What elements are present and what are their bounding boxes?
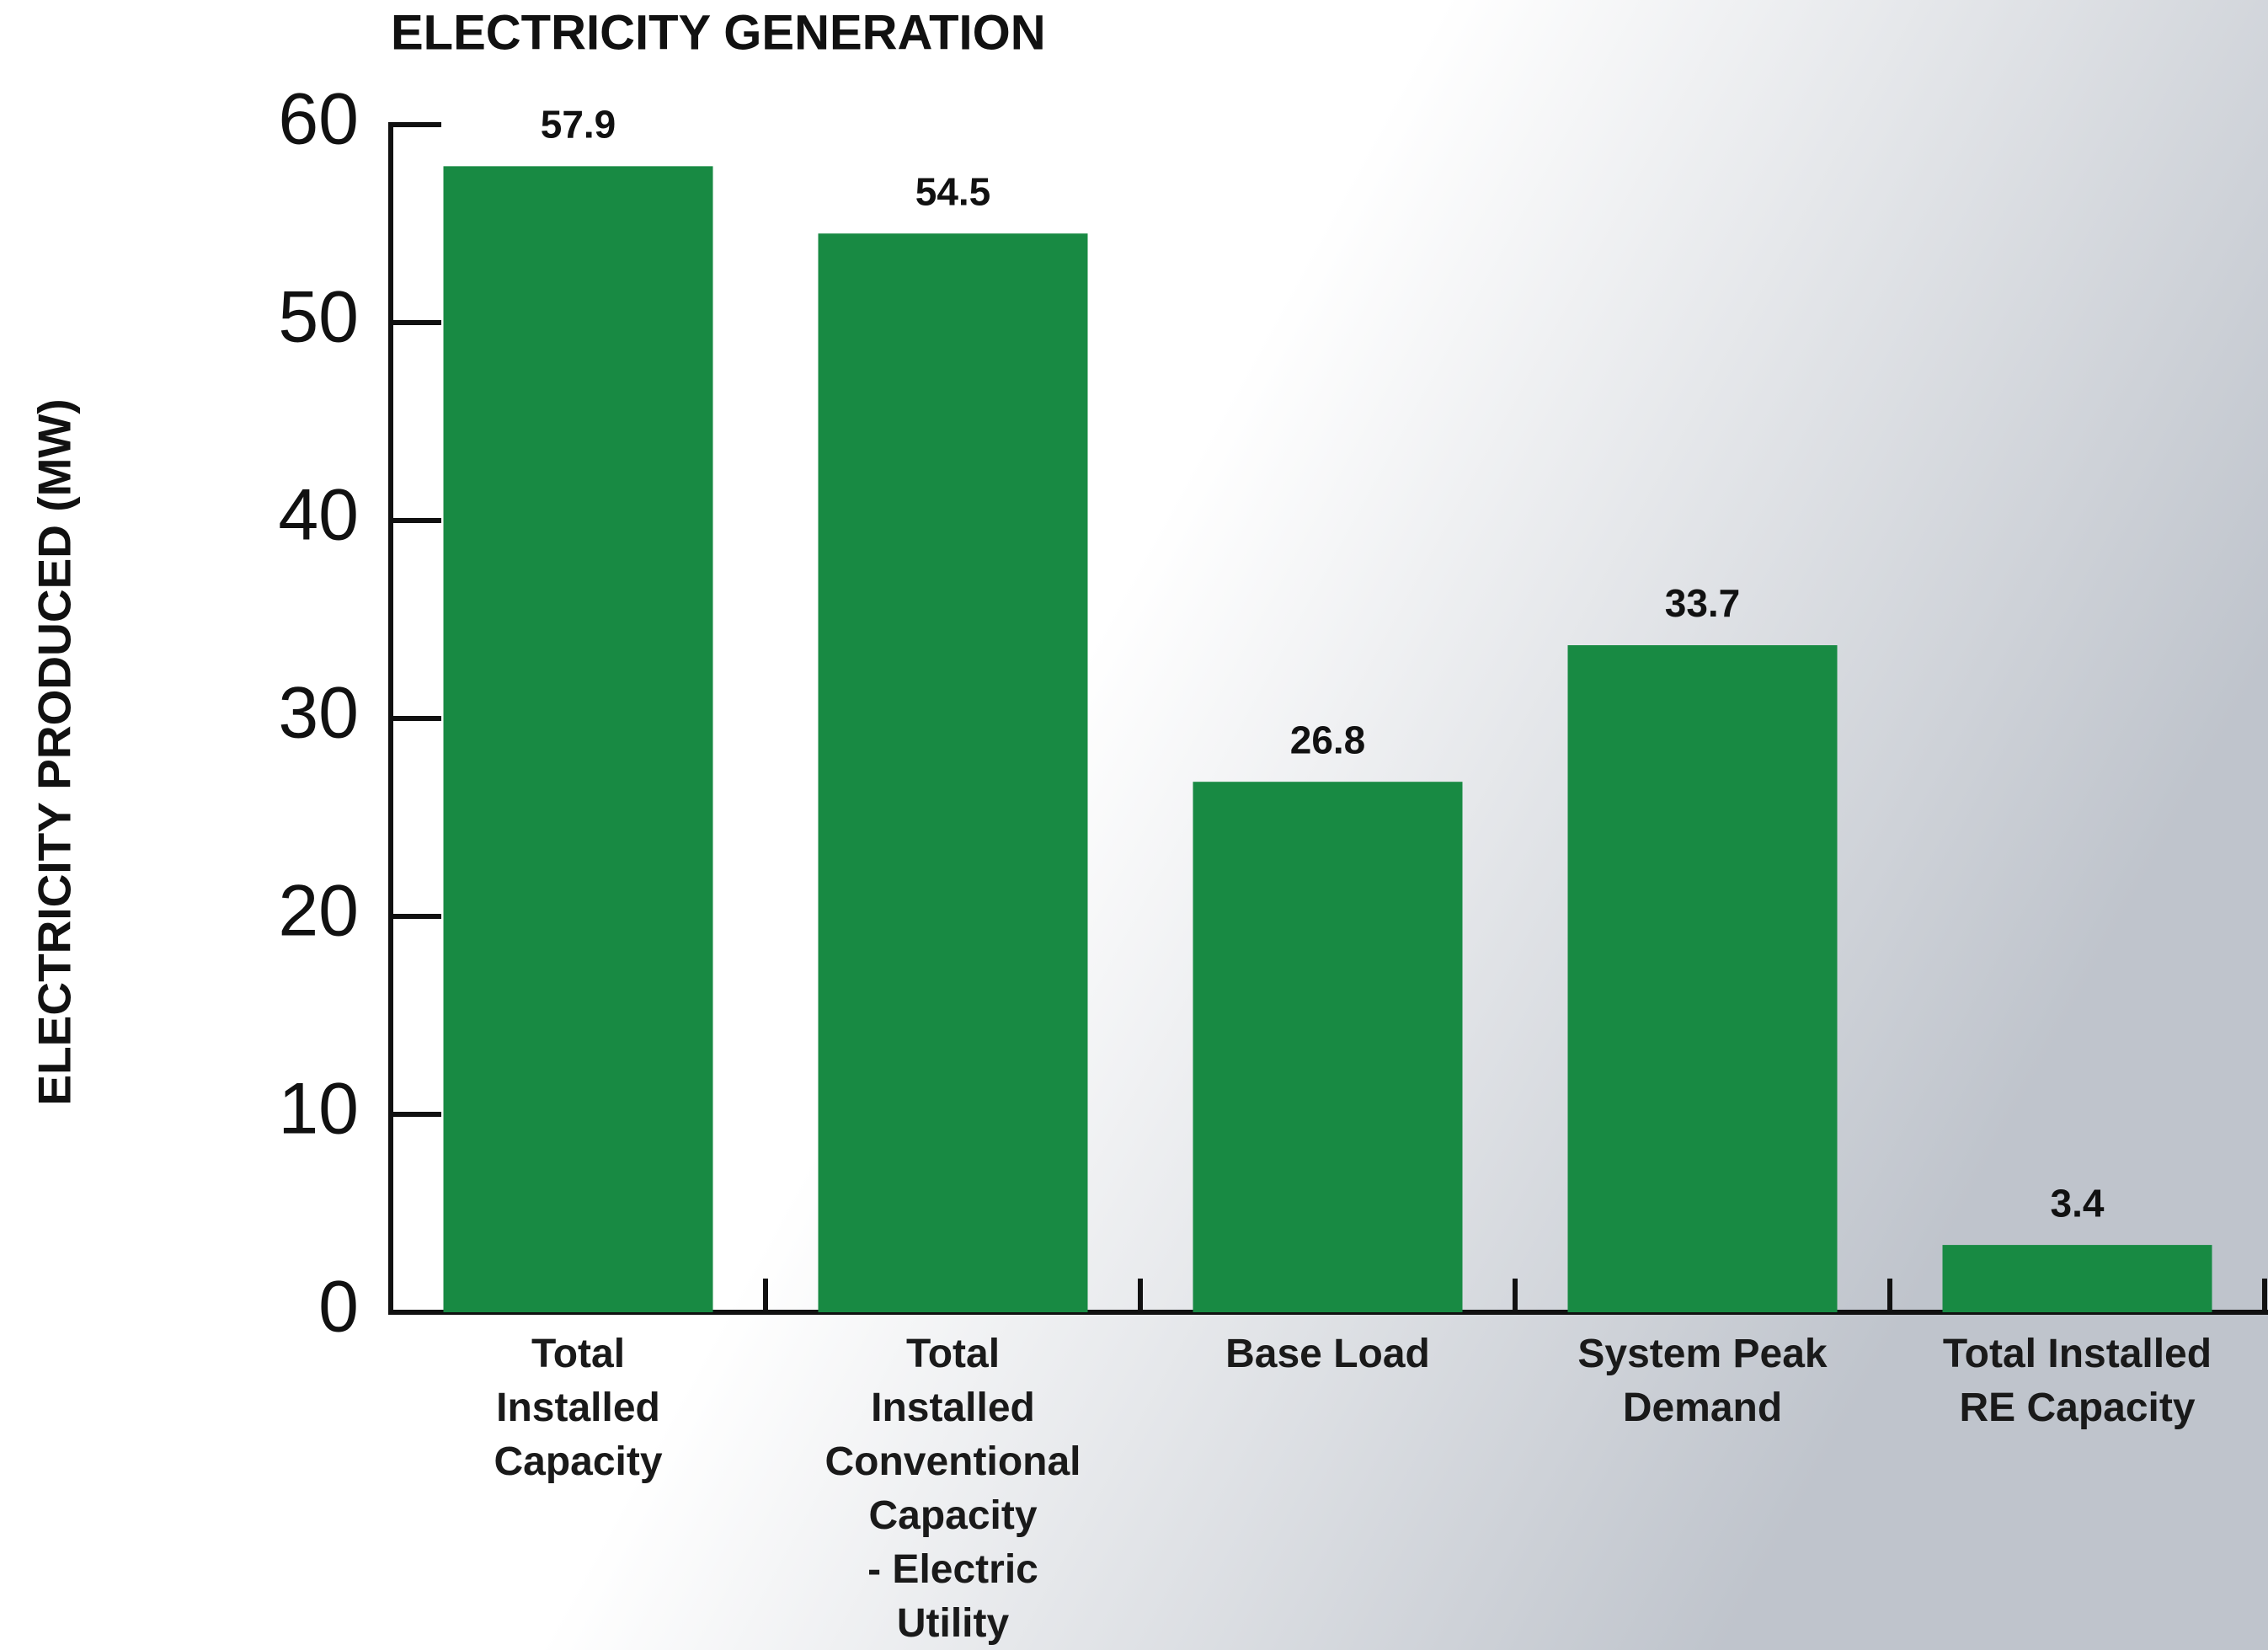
- bar: [1193, 782, 1463, 1312]
- bar: [1942, 1245, 2212, 1312]
- value-label: 33.7: [1665, 581, 1741, 625]
- x-tick-label: Base Load: [1225, 1332, 1430, 1376]
- x-tick-label: Total Installed Conventional Capacity - Elec…: [824, 1332, 1081, 1646]
- x-tick-label: System Peak Demand: [1577, 1332, 1828, 1430]
- bar: [1567, 645, 1838, 1312]
- y-tick-label: 40: [278, 475, 359, 556]
- value-label: 57.9: [541, 103, 616, 147]
- y-tick-label: 30: [278, 673, 359, 754]
- value-label: 3.4: [2051, 1181, 2105, 1225]
- y-tick-label: 60: [278, 79, 359, 160]
- x-tick-label: Total Installed RE Capacity: [1943, 1332, 2212, 1430]
- bar: [443, 166, 713, 1313]
- y-tick-label: 0: [318, 1267, 359, 1348]
- x-tick-label: Total Installed Capacity: [494, 1332, 662, 1484]
- value-label: 54.5: [915, 169, 991, 213]
- y-tick-label: 10: [278, 1069, 359, 1150]
- chart-title: ELECTRICITY GENERATION: [391, 5, 1046, 60]
- y-tick-label: 20: [278, 871, 359, 952]
- y-tick-label: 50: [278, 277, 359, 358]
- value-label: 26.8: [1290, 718, 1366, 761]
- bar: [818, 233, 1088, 1312]
- y-axis-label: ELECTRICITY PRODUCED (MW): [29, 398, 81, 1105]
